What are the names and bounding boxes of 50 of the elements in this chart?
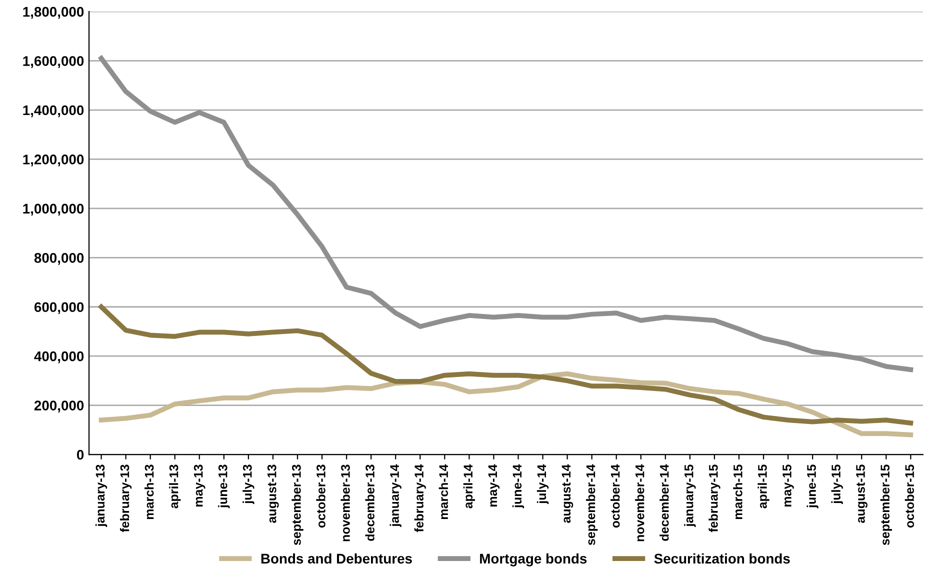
y-tick-label: 800,000 <box>34 252 84 265</box>
x-tick-label: july-15 <box>831 464 843 504</box>
x-tick-label: august-14 <box>562 464 574 523</box>
x-tick-label: august-13 <box>267 464 279 523</box>
x-tick-label: august-15 <box>856 464 868 523</box>
y-tick-label: 400,000 <box>34 351 84 364</box>
y-tick-label: 1,200,000 <box>23 154 84 166</box>
x-tick-label: september-13 <box>292 464 304 546</box>
x-tick-label: march-15 <box>733 464 742 519</box>
x-tick-label: february-14 <box>414 464 426 532</box>
x-tick-label: november-14 <box>635 464 644 542</box>
y-tick-label: 0 <box>76 450 84 460</box>
y-tick-label: 1,600,000 <box>23 56 84 68</box>
x-tick-label: october-15 <box>904 464 914 528</box>
x-tick-label: december-13 <box>365 464 374 541</box>
x-tick-label: december-14 <box>660 464 669 541</box>
x-tick-label: january-13 <box>95 464 108 527</box>
x-tick-label: march-14 <box>438 464 448 519</box>
x-tick-label: october-13 <box>316 464 326 528</box>
x-tick-label: february-13 <box>120 464 132 532</box>
x-tick-label: january-15 <box>684 464 696 527</box>
x-tick-label: february-15 <box>708 464 720 532</box>
y-tick-label: 1,000,000 <box>23 204 84 216</box>
x-tick-label: september-14 <box>586 464 598 546</box>
y-tick-label: 200,000 <box>34 400 84 412</box>
x-tick-label: january-14 <box>390 464 402 527</box>
x-tick-label: april-14 <box>463 464 476 508</box>
x-tick-label: september-15 <box>880 464 892 546</box>
x-tick-label: june-14 <box>512 464 524 508</box>
x-tick-label: november-13 <box>340 464 350 542</box>
x-tick-label: april-13 <box>169 464 181 508</box>
x-tick-label: october-14 <box>610 464 620 528</box>
legend-label: Mortgage bonds <box>480 553 587 566</box>
x-tick-label: may-15 <box>782 464 794 506</box>
x-tick-label: july-14 <box>536 464 549 504</box>
y-tick-label: 1,400,000 <box>23 105 84 118</box>
legend-label: Bonds and Debentures <box>261 553 412 564</box>
line-series <box>98 371 914 438</box>
y-tick-label: 600,000 <box>34 302 84 314</box>
x-tick-label: june-15 <box>806 464 818 508</box>
x-tick-label: july-13 <box>242 464 254 504</box>
legend-label: Securitization bonds <box>654 553 790 564</box>
x-tick-label: may-14 <box>488 464 500 506</box>
x-tick-label: june-13 <box>218 464 230 508</box>
x-tick-label: april-15 <box>758 464 770 508</box>
x-tick-label: march-13 <box>144 464 154 519</box>
y-tick-label: 1,800,000 <box>23 6 84 19</box>
x-tick-label: may-13 <box>194 464 206 506</box>
line-series <box>98 304 914 426</box>
line-series <box>98 56 914 372</box>
